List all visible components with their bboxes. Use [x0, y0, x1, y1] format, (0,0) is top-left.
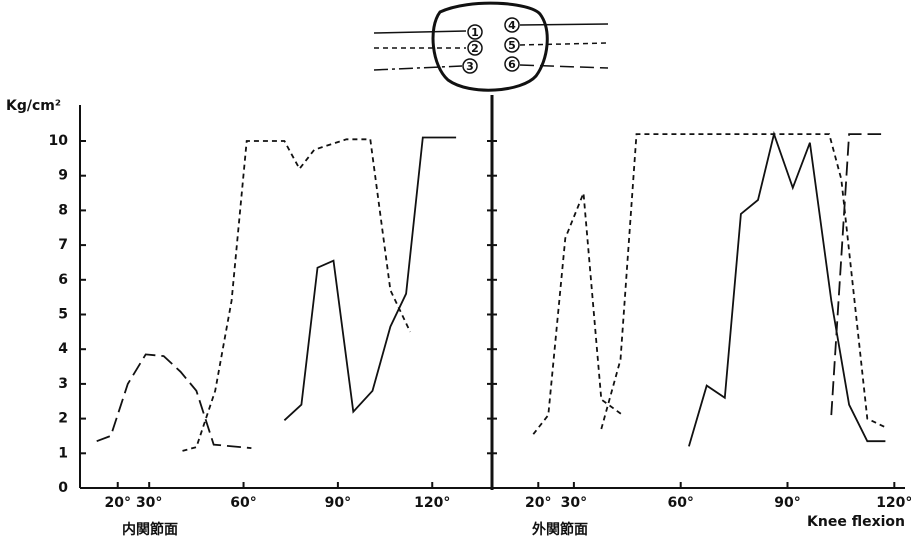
sensor-circle: [467, 24, 483, 40]
knee-outline: [431, 1, 549, 92]
x-tick-label: 120°: [414, 495, 450, 511]
sensor-label: 2: [471, 42, 479, 55]
panel-label: 内関節面: [122, 521, 178, 538]
data-line: [600, 133, 886, 430]
data-line: [182, 138, 412, 452]
y-tick-label: 9: [58, 168, 68, 184]
data-line: [283, 136, 457, 421]
sensor-circle: [504, 17, 520, 33]
x-tick-label: 60°: [230, 495, 256, 511]
x-tick-label: 30°: [561, 495, 587, 511]
x-tick-label: 120°: [876, 495, 911, 511]
y-tick-label: 5: [58, 307, 68, 323]
sensor-circle: [467, 40, 483, 56]
y-tick-label: 2: [58, 411, 68, 427]
sensor-label: 6: [508, 58, 516, 71]
lead-line: [373, 65, 463, 71]
lead-line: [519, 42, 609, 46]
data-line: [532, 192, 624, 435]
y-tick-label: 3: [58, 376, 68, 392]
sensor-circle: [504, 56, 520, 72]
y-tick-label: 10: [49, 133, 69, 149]
y-tick-label: 4: [58, 341, 68, 357]
lead-line: [519, 23, 609, 26]
lead-line: [519, 64, 609, 69]
data-line: [96, 353, 252, 449]
lead-line: [373, 30, 467, 34]
y-tick-label: 7: [58, 237, 68, 253]
sensor-label: 4: [508, 19, 516, 32]
panel-label: 外関節面: [532, 521, 588, 538]
x-tick-label: 20°: [525, 495, 551, 511]
x-tick-label: 60°: [667, 495, 693, 511]
data-line: [688, 130, 886, 447]
y-tick-label: 8: [58, 202, 68, 218]
sensor-circle: [504, 37, 520, 53]
sensor-label: 1: [471, 26, 479, 39]
y-tick-label: 0: [58, 480, 68, 496]
y-tick-label: 1: [58, 445, 68, 461]
x-tick-label: 20°: [104, 495, 130, 511]
sensor-label: 3: [466, 60, 474, 73]
x-tick-label: 90°: [325, 495, 351, 511]
y-axis-label: Kg/cm²: [6, 98, 61, 114]
sensor-diagram: [373, 1, 609, 92]
x-tick-label: 30°: [136, 495, 162, 511]
data-line: [830, 133, 882, 416]
x-axis-label: Knee flexion: [807, 514, 905, 530]
x-tick-label: 90°: [774, 495, 800, 511]
sensor-label: 5: [508, 39, 516, 52]
sensor-circle: [462, 58, 478, 74]
y-tick-label: 6: [58, 272, 68, 288]
